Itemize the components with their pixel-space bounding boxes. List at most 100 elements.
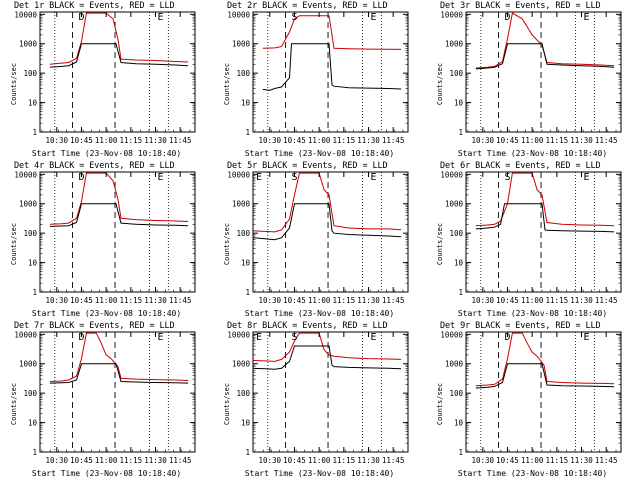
y-axis-label: Counts/sec [10,382,18,426]
x-tick-label: 11:45 [382,456,405,465]
y-tick-label: 10 [241,419,251,428]
x-tick-label: 11:00 [308,296,331,305]
plot-frame [39,171,196,293]
x-tick-label: 11:15 [333,456,356,465]
chart-svg: 1 10 100 1000 10000 10:30 10:45 11:00 11:15 11:30… [14,10,196,145]
lld-series-line [49,332,189,382]
x-tick-label: 11:15 [120,456,143,465]
y-tick-label: 10000 [440,330,463,339]
detector-panel: 1 10 100 1000 10000 10:30 10:45 11:00 11:15 11:30… [213,160,426,320]
event-marker-label: E [157,332,163,343]
x-tick-label: 11:45 [595,136,618,145]
y-tick-label: 10 [28,99,38,108]
y-tick-label: 10000 [14,170,37,179]
y-tick-label: 1000 [232,360,251,369]
detector-panel: 1 10 100 1000 10000 10:30 10:45 11:00 11:15 11:30… [426,320,639,480]
y-tick-label: 100 [23,229,37,238]
x-tick-label: 11:15 [546,136,569,145]
x-axis-label: Start Time (23-Nov-08 10:18:40) [244,469,395,478]
y-tick-label: 10000 [227,170,250,179]
event-marker-label: E [256,332,262,343]
x-tick-label: 10:45 [496,456,519,465]
x-tick-label: 11:30 [144,456,167,465]
detector-panel: 1 10 100 1000 10000 10:30 10:45 11:00 11:15 11:30… [213,320,426,480]
detector-panel: 1 10 100 1000 10000 10:30 10:45 11:00 11:15 11:30… [426,160,639,320]
event-marker-label: E [370,12,376,23]
x-tick-label: 11:00 [521,136,544,145]
detector-panel: 1 10 100 1000 10000 10:30 10:45 11:00 11:15 11:30… [0,0,213,160]
event-marker-label: E [370,332,376,343]
x-tick-label: 10:30 [471,136,494,145]
y-axis-label: Counts/sec [10,222,18,266]
event-marker-label: E [370,172,376,183]
plot-frame [252,171,409,293]
y-tick-label: 1000 [232,200,251,209]
y-tick-label: 1 [32,288,37,297]
x-tick-label: 11:30 [357,456,380,465]
chart-svg: 1 10 100 1000 10000 10:30 10:45 11:00 11:15 11:30… [227,330,409,465]
y-tick-label: 1 [32,448,37,457]
x-tick-label: 11:00 [308,136,331,145]
events-series-line [49,203,189,227]
x-tick-label: 11:30 [570,456,593,465]
event-marker-label: E [157,172,163,183]
x-tick-label: 11:45 [169,456,192,465]
x-tick-label: 10:30 [258,136,281,145]
y-axis-label: Counts/sec [223,222,231,266]
x-tick-label: 10:30 [45,456,68,465]
panel-title: Det 5r BLACK = Events, RED = LLD [227,161,388,171]
y-tick-label: 100 [236,229,250,238]
y-tick-label: 100 [449,389,463,398]
x-tick-label: 10:45 [283,136,306,145]
x-tick-label: 10:45 [70,456,93,465]
plot-frame [252,331,409,453]
x-tick-label: 11:00 [95,456,118,465]
y-tick-label: 10 [454,99,464,108]
y-axis-label: Counts/sec [436,382,444,426]
y-tick-label: 1 [458,288,463,297]
y-tick-label: 1 [32,128,37,137]
y-tick-label: 10000 [14,10,37,19]
events-series-line [253,345,402,370]
y-tick-label: 10 [241,99,251,108]
x-tick-label: 11:00 [95,296,118,305]
y-tick-label: 10 [28,419,38,428]
panel-title: Det 4r BLACK = Events, RED = LLD [14,161,175,171]
y-tick-label: 1000 [19,40,38,49]
x-tick-label: 10:45 [496,136,519,145]
y-tick-label: 10000 [227,330,250,339]
x-tick-label: 10:45 [496,296,519,305]
plot-frame [39,11,196,133]
event-marker-label: E [256,172,262,183]
detector-panel: 1 10 100 1000 10000 10:30 10:45 11:00 11:15 11:30… [0,320,213,480]
plot-frame [39,331,196,453]
event-marker-label: S [292,332,298,343]
plot-frame [465,331,622,453]
x-axis-label: Start Time (23-Nov-08 10:18:40) [31,309,182,318]
event-marker-label: E [583,12,589,23]
x-tick-label: 11:30 [144,296,167,305]
event-marker-label: D [79,172,85,183]
x-tick-label: 11:30 [357,296,380,305]
y-tick-label: 10000 [14,330,37,339]
y-axis-label: Counts/sec [223,382,231,426]
panel-title: Det 1r BLACK = Events, RED = LLD [14,1,175,11]
x-tick-label: 11:30 [570,136,593,145]
y-tick-label: 10000 [440,170,463,179]
y-tick-label: 1000 [232,40,251,49]
y-axis-label: Counts/sec [436,62,444,106]
x-tick-label: 10:45 [283,456,306,465]
y-axis-label: Counts/sec [223,62,231,106]
y-tick-label: 1000 [19,200,38,209]
lld-series-line [475,172,615,227]
panel-title: Det 7r BLACK = Events, RED = LLD [14,321,175,331]
lld-series-line [253,172,402,233]
events-series-line [475,363,615,389]
x-tick-label: 10:30 [45,136,68,145]
x-axis-label: Start Time (23-Nov-08 10:18:40) [457,469,608,478]
events-series-line [49,363,189,384]
y-tick-label: 1000 [445,200,464,209]
y-tick-label: 1000 [445,360,464,369]
events-series-line [49,43,189,68]
lld-series-line [253,332,402,362]
